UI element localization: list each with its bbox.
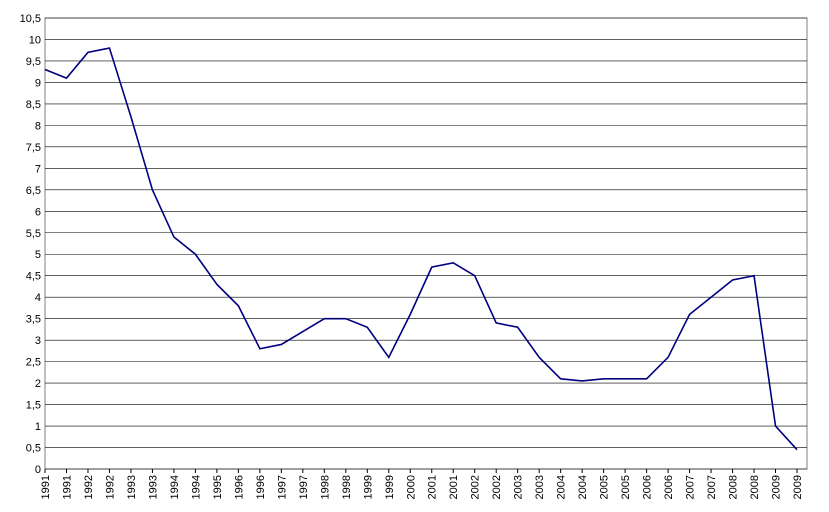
x-tick-label: 2007 bbox=[706, 475, 718, 499]
x-tick-label: 1999 bbox=[362, 475, 374, 499]
x-tick-label: 1997 bbox=[298, 475, 310, 499]
x-tick-label: 1995 bbox=[212, 475, 224, 499]
x-tick-label: 1997 bbox=[276, 475, 288, 499]
y-tick-label: 3,5 bbox=[26, 314, 41, 326]
x-tick-label: 2005 bbox=[620, 475, 632, 499]
y-tick-label: 9 bbox=[35, 77, 41, 89]
x-tick-label: 2003 bbox=[534, 475, 546, 499]
x-tick-label: 2008 bbox=[728, 475, 740, 499]
y-tick-label: 9,5 bbox=[26, 56, 41, 68]
x-tick-label: 2002 bbox=[491, 475, 503, 499]
x-tick-label: 2009 bbox=[792, 475, 804, 499]
y-tick-label: 0 bbox=[35, 464, 41, 476]
y-tick-label: 2,5 bbox=[26, 357, 41, 369]
x-tick-label: 1991 bbox=[40, 475, 52, 499]
x-tick-label: 2004 bbox=[556, 475, 568, 499]
x-tick-label: 1998 bbox=[341, 475, 353, 499]
y-tick-label: 4,5 bbox=[26, 271, 41, 283]
y-tick-label: 7 bbox=[35, 163, 41, 175]
y-tick-label: 10 bbox=[29, 34, 41, 46]
x-tick-label: 2001 bbox=[427, 475, 439, 499]
x-tick-label: 1993 bbox=[147, 475, 159, 499]
x-tick-label: 2007 bbox=[685, 475, 697, 499]
x-tick-label: 2009 bbox=[771, 475, 783, 499]
plot-frame bbox=[44, 17, 808, 470]
x-tick-label: 1991 bbox=[61, 475, 73, 499]
x-tick-label: 2001 bbox=[448, 475, 460, 499]
x-tick-label: 1992 bbox=[83, 475, 95, 499]
x-tick-label: 1996 bbox=[233, 475, 245, 499]
y-tick-label: 3 bbox=[35, 335, 41, 347]
y-tick-label: 6 bbox=[35, 206, 41, 218]
y-tick-label: 1 bbox=[35, 421, 41, 433]
x-tick-label: 2008 bbox=[749, 475, 761, 499]
y-tick-label: 10,5 bbox=[20, 13, 41, 25]
x-tick-label: 2002 bbox=[470, 475, 482, 499]
y-tick-label: 4 bbox=[35, 292, 41, 304]
y-tick-label: 7,5 bbox=[26, 142, 41, 154]
y-tick-label: 5,5 bbox=[26, 228, 41, 240]
y-tick-label: 8,5 bbox=[26, 99, 41, 111]
x-tick-label: 2006 bbox=[663, 475, 675, 499]
y-tick-label: 0,5 bbox=[26, 443, 41, 455]
x-tick-label: 1998 bbox=[319, 475, 331, 499]
x-tick-label: 1993 bbox=[126, 475, 138, 499]
x-tick-label: 2003 bbox=[513, 475, 525, 499]
x-tick-label: 1992 bbox=[104, 475, 116, 499]
x-tick-label: 2004 bbox=[577, 475, 589, 499]
x-tick-label: 2006 bbox=[642, 475, 654, 499]
y-tick-label: 5 bbox=[35, 249, 41, 261]
data-line bbox=[44, 47, 798, 451]
y-tick-label: 2 bbox=[35, 378, 41, 390]
x-tick-label: 2000 bbox=[405, 475, 417, 499]
x-tick-label: 1996 bbox=[255, 475, 267, 499]
x-tick-label: 1999 bbox=[384, 475, 396, 499]
y-tick-label: 8 bbox=[35, 120, 41, 132]
y-tick-label: 1,5 bbox=[26, 400, 41, 412]
y-tick-label: 6,5 bbox=[26, 185, 41, 197]
x-tick-label: 1994 bbox=[169, 475, 181, 499]
x-tick-label: 1994 bbox=[190, 475, 202, 499]
x-tick-label: 2005 bbox=[599, 475, 611, 499]
